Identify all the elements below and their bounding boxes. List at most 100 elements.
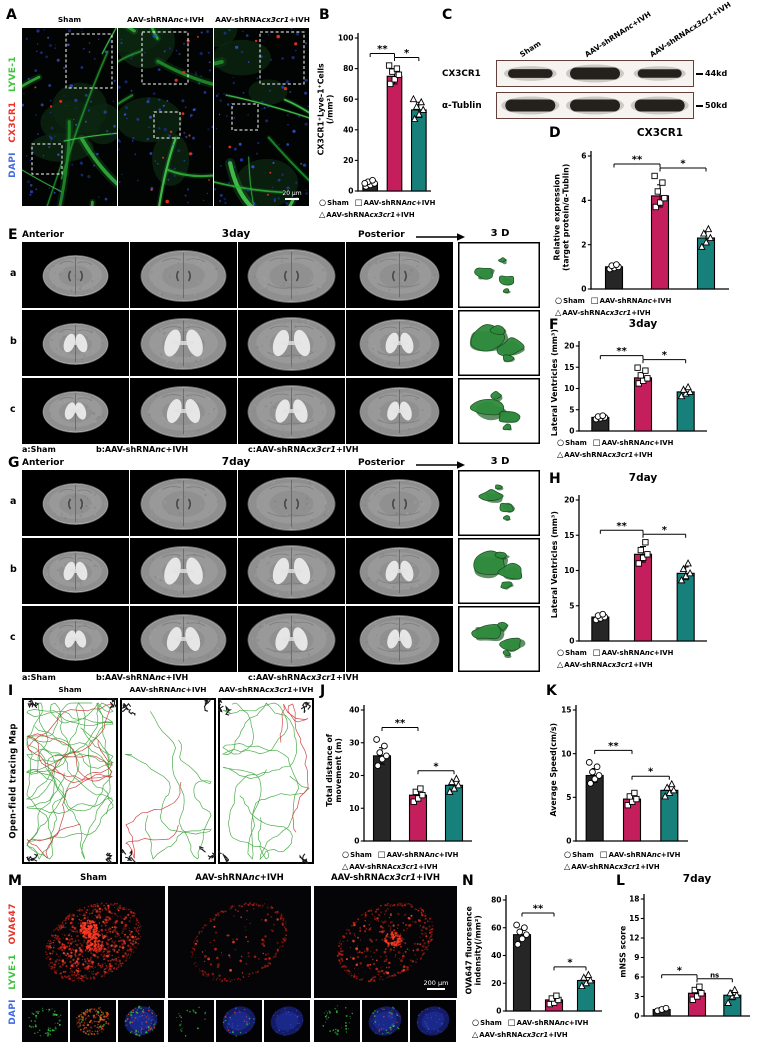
svg-text:**: ** xyxy=(616,346,627,357)
panel-c: C Sham AAV-shRNAnc+IVH AAV-shRNAcx3cr1+I… xyxy=(440,0,761,122)
panel-d: D CX3CR1 Relative expression (target prot… xyxy=(545,124,761,320)
panel-a-header-sham: Sham xyxy=(57,15,82,24)
caption-c: c:AAV-shRNAcx3cr1+IVH xyxy=(248,673,359,682)
panel-a-letter: A xyxy=(6,7,17,23)
svg-text:*: * xyxy=(662,350,668,361)
svg-text:4: 4 xyxy=(581,196,586,205)
panel-f-title: 3day xyxy=(628,318,658,330)
mri-3day-nc-3 xyxy=(238,310,345,376)
mri-3day-nc-2 xyxy=(130,310,237,376)
svg-text:**: ** xyxy=(616,521,627,532)
svg-text:**: ** xyxy=(395,718,406,729)
svg-text:*: * xyxy=(404,48,410,59)
svg-text:80: 80 xyxy=(491,896,501,905)
panel-l-y-axis-label: mNSS score xyxy=(618,926,628,978)
panel-l-title: 7day xyxy=(682,873,712,885)
row-label-c: c xyxy=(10,404,16,415)
svg-text:0: 0 xyxy=(496,1007,501,1014)
mri-7day-sham-4 xyxy=(346,470,453,536)
svg-text:40: 40 xyxy=(349,706,359,715)
kd-label-44: 44kd xyxy=(705,69,728,78)
svg-text:40: 40 xyxy=(491,951,501,960)
mri-7day-sham-3 xyxy=(238,470,345,536)
svg-text:18: 18 xyxy=(630,895,640,904)
svg-text:10: 10 xyxy=(562,749,572,758)
panel-m-header-cx3cr1: AAV-shRNAcx3cr1+IVH xyxy=(331,873,440,883)
svg-text:30: 30 xyxy=(349,738,359,747)
kd-pointer-44 xyxy=(696,73,703,75)
svg-text:*: * xyxy=(662,525,668,536)
fluorescence-image-cx3cr1: 20 μm xyxy=(214,28,309,206)
panel-h-title: 7day xyxy=(628,472,658,484)
sub-image-sham-lyve1 xyxy=(22,1000,68,1042)
sub-image-sham-ova xyxy=(70,1000,116,1042)
panel-i: I Sham AAV-shRNAnc+IVH AAV-shRNAcx3cr1+I… xyxy=(6,682,316,870)
panel-c-letter: C xyxy=(442,7,453,23)
blot-protein-cx3cr1-label: CX3CR1 xyxy=(442,69,481,79)
svg-text:15: 15 xyxy=(630,914,640,923)
panel-i-header-nc: AAV-shRNAnc+IVH xyxy=(129,685,207,694)
timepoint-label: 7day xyxy=(221,456,251,468)
svg-text:10: 10 xyxy=(349,804,359,813)
mri-7day-cx3cr1-3d xyxy=(458,606,540,672)
panel-i-header-sham: Sham xyxy=(58,685,82,694)
svg-text:20: 20 xyxy=(564,342,574,351)
panel-h-letter: H xyxy=(549,471,561,487)
western-blot-cx3cr1 xyxy=(496,60,694,87)
svg-text:60: 60 xyxy=(491,923,501,932)
western-blot-cx3cr1-bands xyxy=(497,61,693,86)
open-field-map-cx3cr1 xyxy=(218,698,314,864)
mri-3day-nc-4 xyxy=(346,310,453,376)
posterior-label: Posterior xyxy=(358,230,405,240)
panel-b-y-axis-label: CX3CR1⁺Lyve-1⁺Cells (/mm²) xyxy=(316,62,335,156)
panel-d-letter: D xyxy=(549,125,561,141)
panel-f-y-axis-label: Lateral Ventricles (mm³) xyxy=(550,329,560,437)
svg-text:40: 40 xyxy=(343,125,353,134)
svg-text:10: 10 xyxy=(564,384,574,393)
stain-dapi-label: DAPI xyxy=(8,999,18,1025)
svg-text:*: * xyxy=(433,761,439,772)
ova647-image-cx3cr1: 200 μm xyxy=(314,886,457,998)
panel-e: E Anterior 3day Posterior 3 D a b c a:Sh… xyxy=(6,224,544,454)
row-label-b: b xyxy=(10,564,17,575)
mri-7day-nc-3 xyxy=(238,538,345,604)
panel-j-letter: J xyxy=(320,683,326,699)
western-blot-tubulin-bands xyxy=(497,93,693,118)
mri-7day-cx3cr1-4 xyxy=(346,606,453,672)
row-label-a: a xyxy=(10,496,17,507)
anterior-label: Anterior xyxy=(22,230,64,240)
svg-text:20: 20 xyxy=(349,771,359,780)
panel-d-y-axis-label: Relative expression (target protein/α-Tub… xyxy=(552,163,572,271)
caption-c: c:AAV-shRNAcx3cr1+IVH xyxy=(248,445,359,454)
mri-7day-sham-2 xyxy=(130,470,237,536)
panel-a-header-cx3cr1: AAV-shRNAcx3cr1+IVH xyxy=(215,15,310,24)
sub-image-nc-dapi xyxy=(264,1000,310,1042)
kd-label-50: 50kd xyxy=(705,101,728,110)
panel-m-stain-label: DAPI LYVE-1 OVA647 xyxy=(6,886,20,1042)
svg-text:9: 9 xyxy=(634,953,639,962)
mri-3day-sham-2 xyxy=(130,242,237,308)
ova647-image-sham xyxy=(22,886,165,998)
panel-j: J Total distance of movement (m) 0 10 20 30 4… xyxy=(316,682,542,872)
ova647-image-nc xyxy=(168,886,311,998)
panel-h-y-axis-label: Lateral Ventricles (mm³) xyxy=(550,511,560,619)
mri-7day-sham-3d xyxy=(458,470,540,536)
svg-text:0: 0 xyxy=(634,1012,639,1019)
panel-i-letter: I xyxy=(8,683,14,699)
sub-image-cx3cr1-merge xyxy=(362,1000,408,1042)
panel-h-legend: ○Sham □AAV-shRNAnc+IVH △AAV-shRNAcx3cr1+IV… xyxy=(557,647,674,670)
mri-7day-nc-4 xyxy=(346,538,453,604)
blot-lane-label-nc: AAV-shRNAnc+IVH xyxy=(583,9,653,59)
mri-3day-cx3cr1-1 xyxy=(22,378,129,444)
panel-k: K Average Speed(cm/s) 0 5 10 15 ** * ○Sham □AA… xyxy=(542,682,761,872)
svg-text:5: 5 xyxy=(569,405,574,414)
svg-text:15: 15 xyxy=(564,363,574,372)
panel-f-legend: ○Sham □AAV-shRNAnc+IVH △AAV-shRNAcx3cr1+IV… xyxy=(557,437,674,460)
panel-b: B CX3CR1⁺Lyve-1⁺Cells (/mm²) 0 20 40 60 80 100… xyxy=(313,8,439,234)
svg-text:5: 5 xyxy=(569,601,574,610)
panel-n-letter: N xyxy=(462,873,474,889)
open-field-map-nc xyxy=(120,698,216,864)
